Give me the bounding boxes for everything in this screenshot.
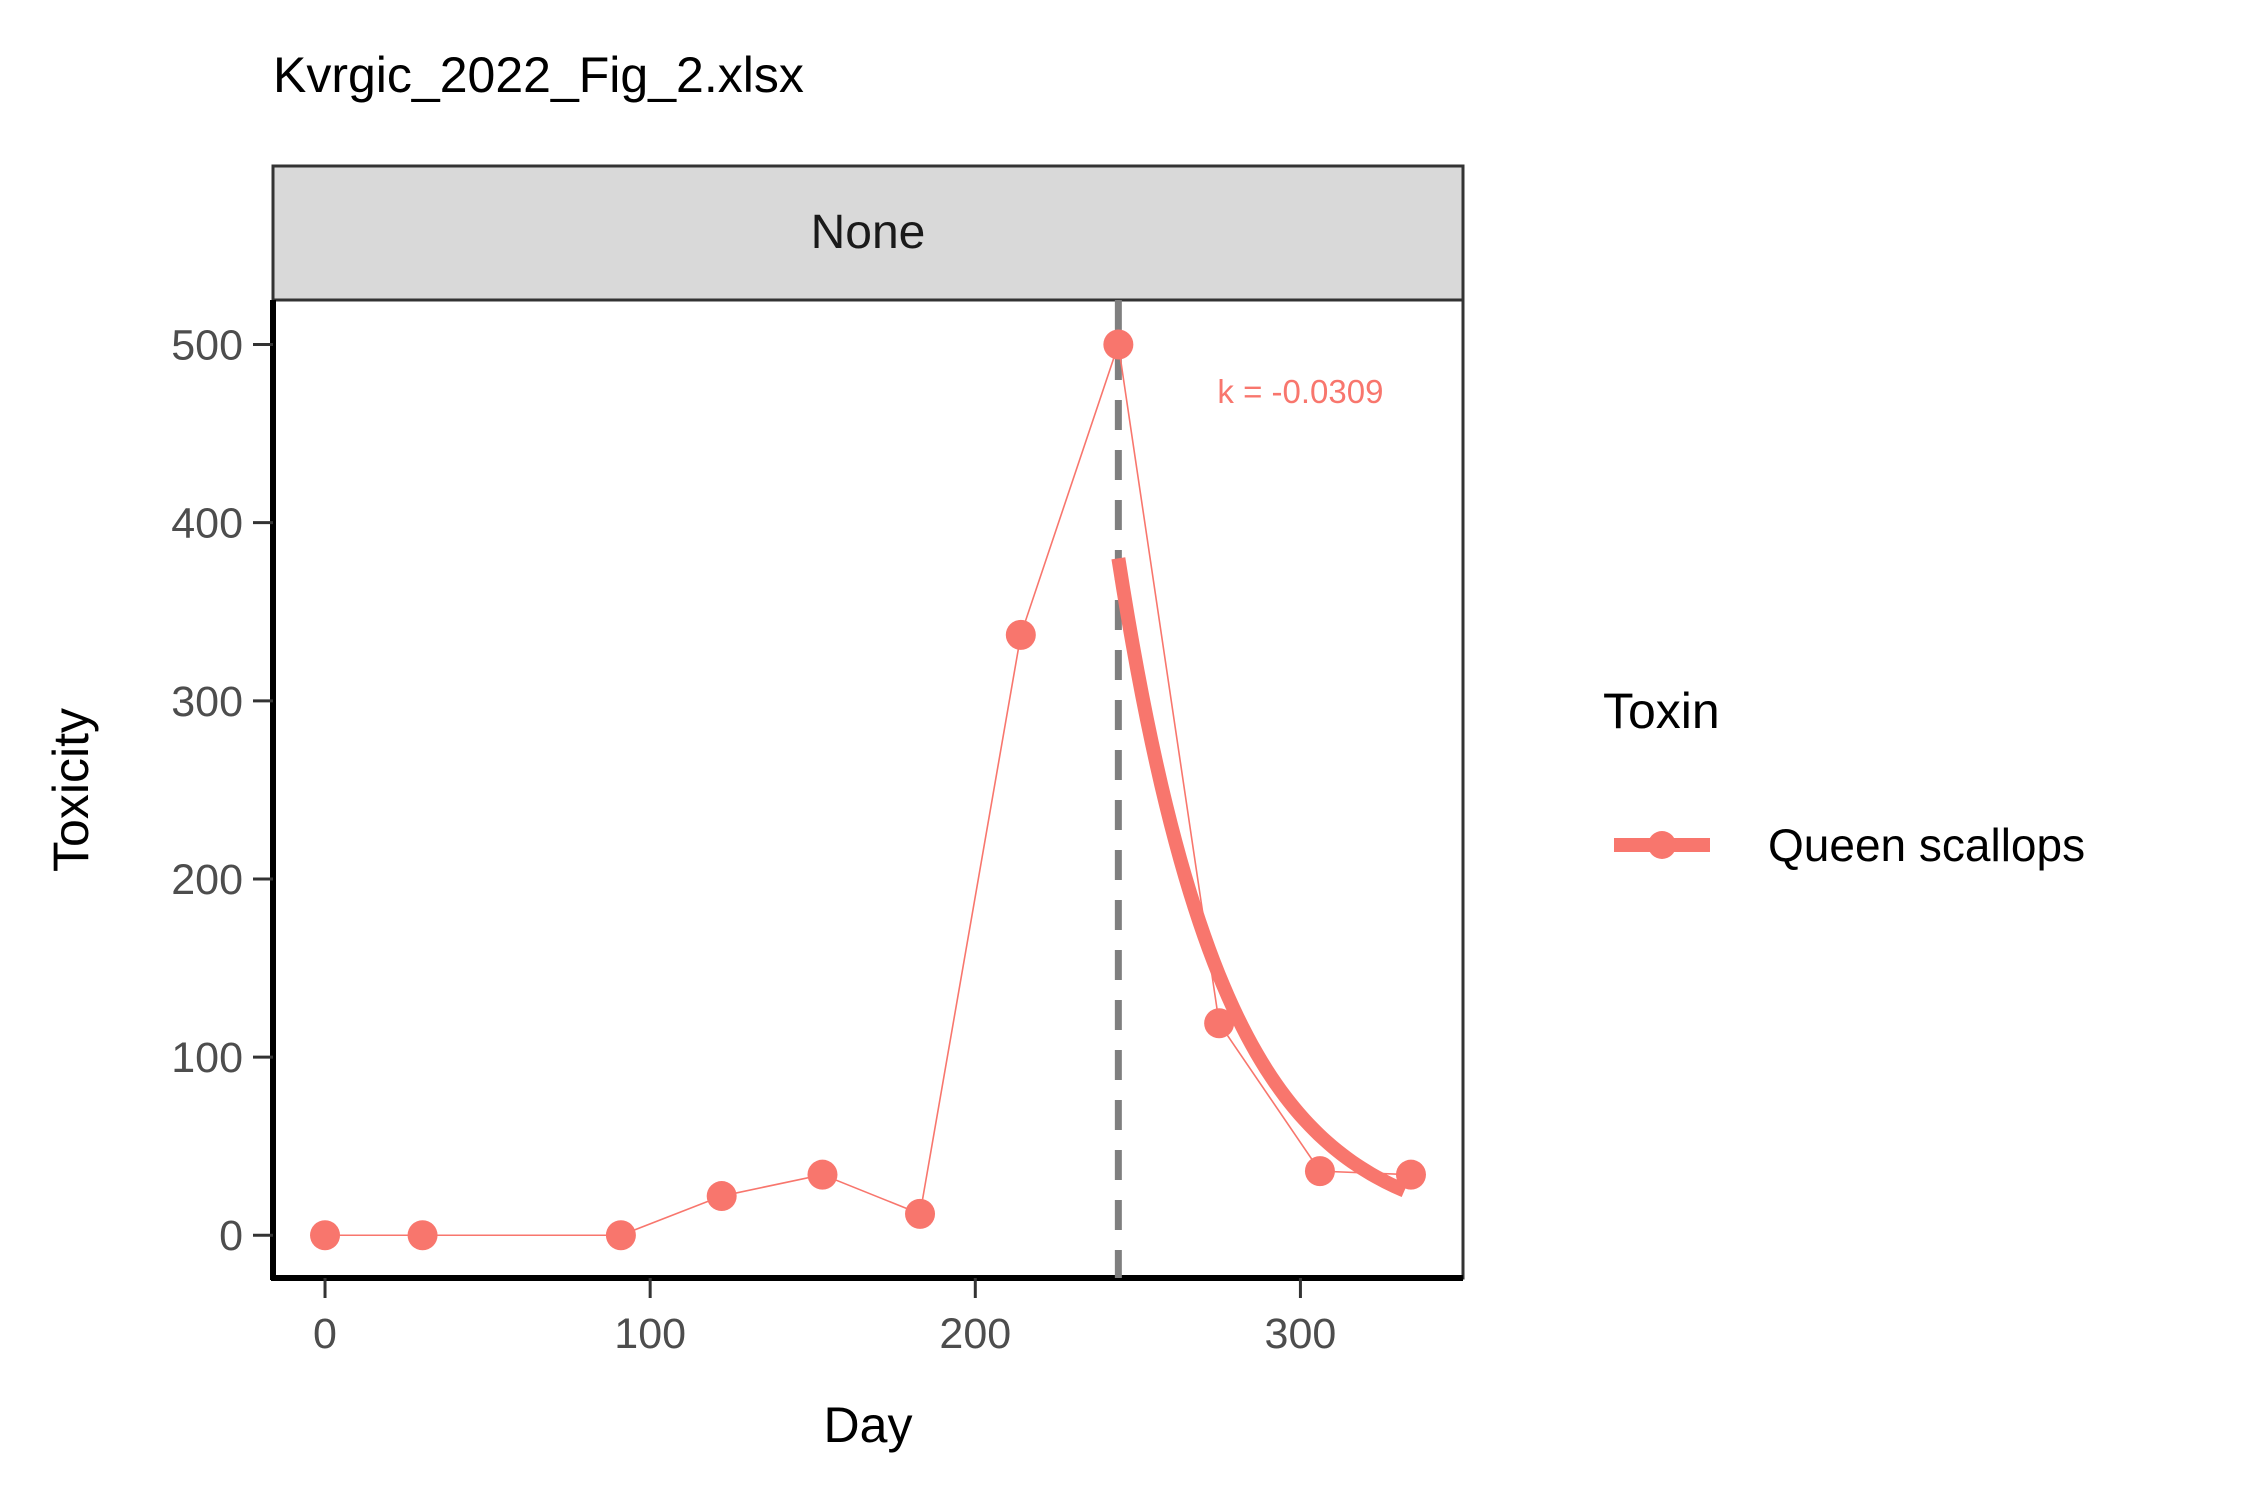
data-point: [1395, 1159, 1426, 1190]
x-tick-label: 0: [313, 1310, 337, 1358]
x-tick-label: 100: [614, 1310, 686, 1358]
y-tick-label: 500: [171, 322, 243, 370]
data-point: [807, 1159, 838, 1190]
y-axis-title: Toxicity: [43, 708, 99, 872]
data-point: [310, 1220, 341, 1251]
legend-key-point: [1648, 831, 1676, 859]
chart-title: Kvrgic_2022_Fig_2.xlsx: [273, 47, 804, 103]
data-point: [605, 1220, 636, 1251]
legend-title: Toxin: [1603, 683, 1720, 739]
data-point: [905, 1198, 936, 1229]
data-marks: [310, 300, 1426, 1278]
data-point: [1204, 1008, 1235, 1039]
axes: 0 100 200 300 400 500 0 100 200 300: [171, 300, 1463, 1358]
y-tick-label: 300: [171, 678, 243, 726]
y-tick-label: 200: [171, 856, 243, 904]
data-point: [1005, 619, 1036, 650]
data-point: [407, 1220, 438, 1251]
y-tick-label: 400: [171, 500, 243, 548]
fit-curve: [1111, 557, 1408, 1198]
legend: Toxin Queen scallops: [1603, 683, 2085, 871]
y-tick-label: 100: [171, 1034, 243, 1082]
data-point: [1304, 1156, 1335, 1187]
y-tick-label: 0: [219, 1212, 243, 1260]
plot-panel: [271, 298, 1465, 1280]
legend-entry-label: Queen scallops: [1768, 819, 2085, 871]
x-tick-label: 300: [1265, 1310, 1337, 1358]
x-tick-label: 200: [939, 1310, 1011, 1358]
facet-label: None: [811, 206, 926, 259]
fit-annotation: k = -0.0309: [1217, 373, 1383, 410]
x-axis-title: Day: [824, 1397, 913, 1453]
data-point: [1103, 329, 1134, 360]
facet-strip: [271, 164, 1465, 302]
data-point: [706, 1181, 737, 1212]
